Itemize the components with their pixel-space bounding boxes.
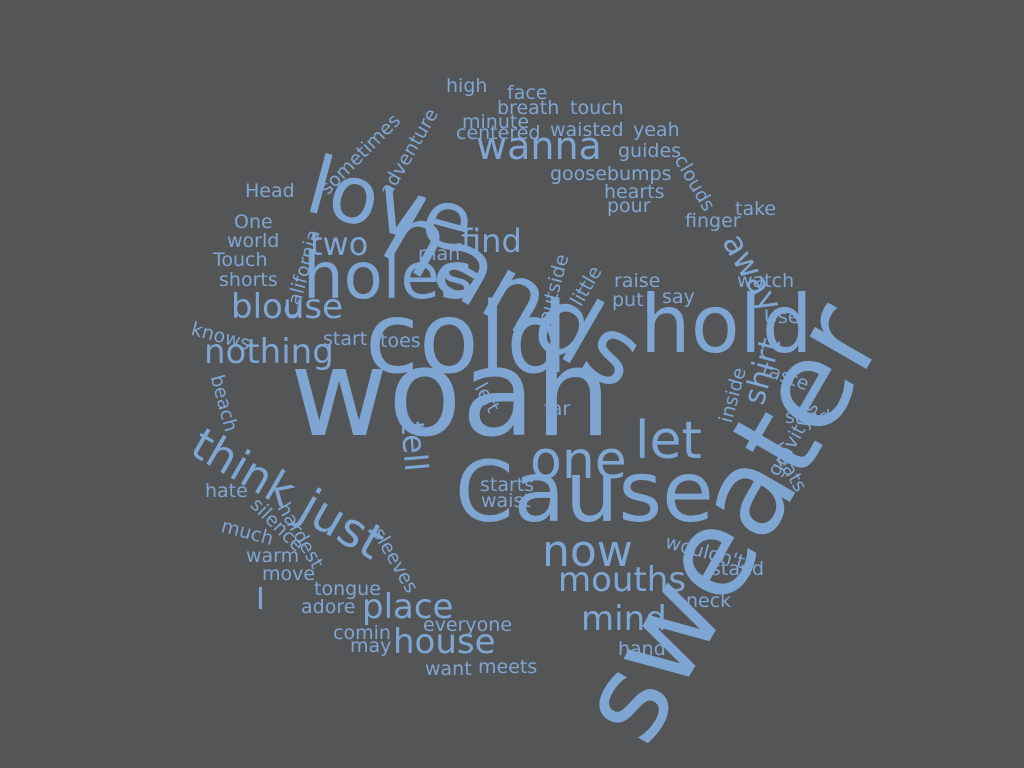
cloud-word: yeah bbox=[633, 119, 680, 141]
cloud-word: one bbox=[530, 431, 627, 491]
cloud-word: hate bbox=[205, 480, 248, 502]
cloud-word: waist bbox=[481, 490, 531, 512]
cloud-word: move bbox=[262, 563, 316, 585]
cloud-word: let bbox=[635, 411, 702, 471]
cloud-word: now bbox=[542, 526, 633, 577]
cloud-word: mouths bbox=[558, 560, 687, 600]
cloud-word: starts bbox=[480, 474, 535, 496]
cloud-word: warm bbox=[246, 545, 300, 567]
cloud-word: find bbox=[461, 222, 522, 260]
cloud-word: put bbox=[612, 289, 644, 311]
cloud-word: finger bbox=[685, 210, 741, 232]
cloud-word: woah bbox=[290, 325, 612, 464]
cloud-word: say bbox=[662, 286, 695, 308]
cloud-word: goosebumps bbox=[550, 163, 672, 185]
cloud-word: face bbox=[507, 82, 548, 104]
cloud-word: may bbox=[350, 635, 392, 657]
cloud-word: waisted bbox=[550, 119, 624, 141]
cloud-word: world bbox=[227, 230, 280, 252]
cloud-word: toes bbox=[380, 330, 421, 352]
cloud-word: high bbox=[446, 75, 488, 97]
cloud-word: hold bbox=[640, 278, 813, 371]
cloud-word: Head bbox=[245, 180, 295, 202]
cloud-word: start bbox=[323, 328, 368, 350]
cloud-word: cold bbox=[365, 282, 569, 396]
cloud-word: far bbox=[544, 398, 571, 420]
cloud-word: shorts bbox=[219, 269, 278, 291]
cloud-word: centered bbox=[456, 122, 541, 144]
cloud-word: breath bbox=[497, 97, 560, 119]
cloud-word: minute bbox=[462, 111, 530, 133]
cloud-word: place bbox=[362, 587, 454, 627]
cloud-word: pour bbox=[607, 195, 651, 217]
cloud-word: want bbox=[425, 658, 472, 680]
cloud-word: tongue bbox=[314, 578, 381, 600]
cloud-word: hearts bbox=[604, 181, 665, 203]
cloud-word: holes bbox=[303, 240, 474, 314]
cloud-word: sand bbox=[785, 406, 831, 428]
cloud-word: take bbox=[735, 198, 777, 220]
cloud-word: comin bbox=[333, 622, 391, 644]
cloud-word: mind bbox=[581, 599, 667, 639]
cloud-word: I bbox=[256, 582, 265, 617]
cloud-word: stand bbox=[711, 558, 765, 580]
cloud-word: Touch bbox=[213, 249, 268, 271]
cloud-word: Cause bbox=[455, 443, 714, 541]
cloud-word: One bbox=[234, 211, 273, 233]
cloud-word: clouds bbox=[669, 151, 720, 216]
cloud-word: meets bbox=[478, 656, 538, 678]
cloud-word: hand bbox=[618, 638, 666, 660]
cloud-word: tell bbox=[393, 419, 436, 473]
cloud-word: two bbox=[310, 225, 369, 263]
cloud-word: watch bbox=[737, 270, 795, 292]
cloud-word: neck bbox=[686, 590, 732, 612]
cloud-word: man bbox=[418, 243, 461, 265]
cloud-word: blouse bbox=[231, 287, 344, 327]
cloud-word: wanna bbox=[476, 124, 602, 168]
cloud-word: touch bbox=[570, 97, 624, 119]
cloud-word: everyone bbox=[423, 614, 513, 636]
cloud-word: Use bbox=[764, 306, 800, 328]
cloud-word: raise bbox=[614, 270, 661, 292]
cloud-word: adore bbox=[301, 596, 356, 618]
cloud-word: house bbox=[393, 622, 496, 662]
cloud-word: nothing bbox=[204, 332, 334, 372]
cloud-word: guides bbox=[618, 140, 682, 162]
